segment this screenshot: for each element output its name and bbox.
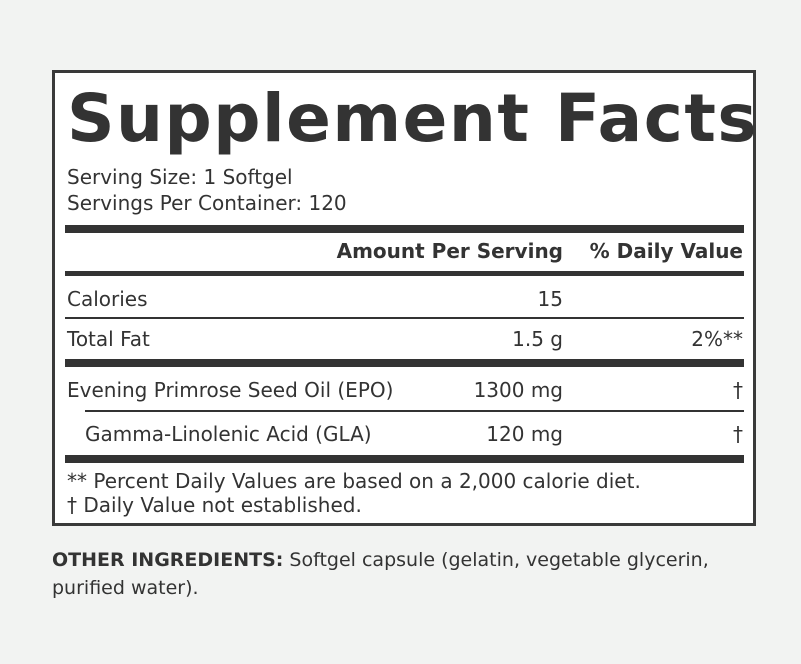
thin-rule	[65, 317, 744, 319]
row-amount: 1300 mg	[473, 378, 563, 402]
thick-rule	[65, 359, 744, 367]
row-amount: 1.5 g	[512, 327, 563, 351]
row-amount: 15	[537, 287, 563, 311]
row-daily-value: †	[733, 422, 743, 446]
row-daily-value: 2%**	[691, 327, 743, 351]
serving-size: Serving Size: 1 Softgel	[67, 165, 293, 189]
thick-rule	[65, 455, 744, 463]
row-name: Evening Primrose Seed Oil (EPO)	[67, 378, 394, 402]
panel-title: Supplement Facts	[67, 80, 759, 157]
row-name: Calories	[67, 287, 148, 311]
other-ingredients: OTHER INGREDIENTS: Softgel capsule (gela…	[52, 546, 762, 602]
other-ingredients-text: Softgel capsule (gelatin, vegetable glyc…	[52, 549, 709, 599]
row-daily-value: †	[733, 378, 743, 402]
medium-rule	[65, 271, 744, 276]
row-name: Gamma-Linolenic Acid (GLA)	[85, 422, 372, 446]
footnote-percent-daily-values: ** Percent Daily Values are based on a 2…	[67, 469, 641, 493]
footnote-daily-value-not-established: † Daily Value not established.	[67, 493, 362, 517]
row-name: Total Fat	[67, 327, 150, 351]
servings-per-container: Servings Per Container: 120	[67, 191, 347, 215]
header-daily-value: % Daily Value	[589, 239, 743, 263]
row-amount: 120 mg	[486, 422, 563, 446]
other-ingredients-label: OTHER INGREDIENTS:	[52, 549, 284, 571]
supplement-facts-panel: Supplement Facts Serving Size: 1 Softgel…	[52, 70, 759, 526]
header-amount-per-serving: Amount Per Serving	[336, 239, 563, 263]
indented-thin-rule	[85, 410, 744, 412]
thick-rule	[65, 225, 744, 233]
